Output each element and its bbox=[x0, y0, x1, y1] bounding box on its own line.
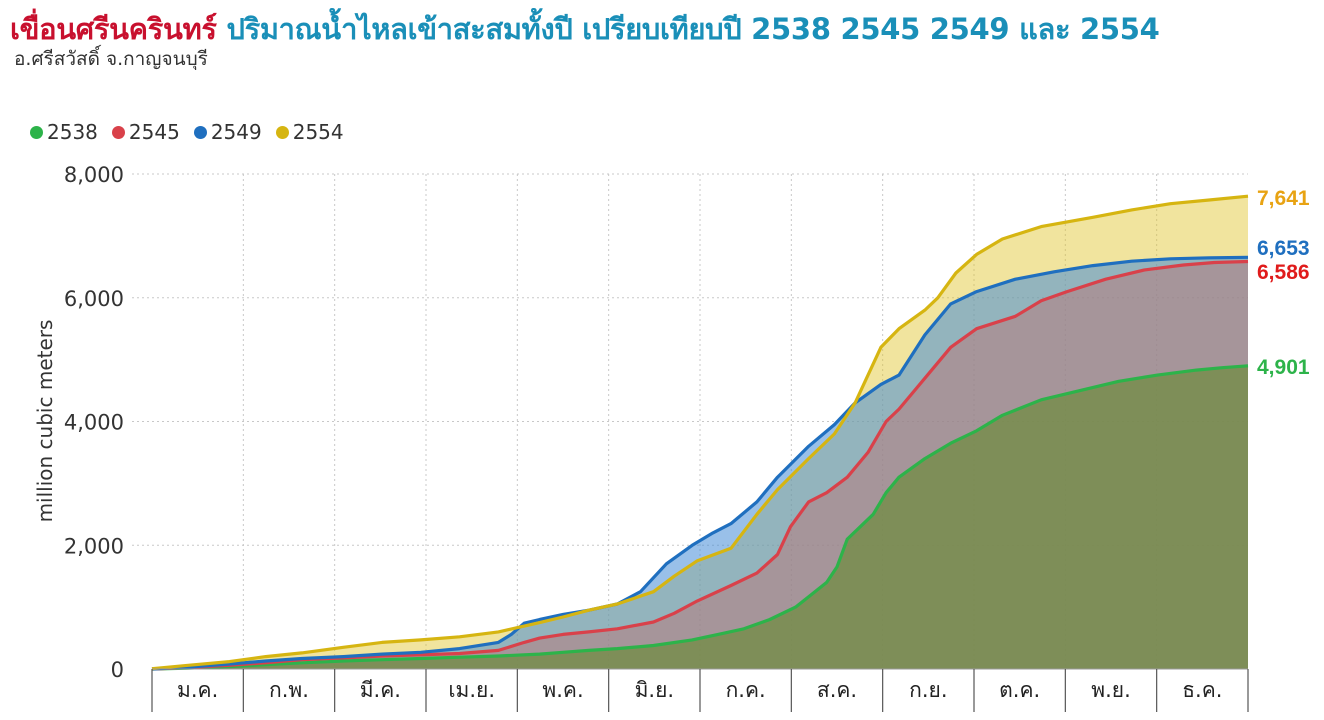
y-tick-label: 6,000 bbox=[64, 287, 124, 311]
month-label: ส.ค. bbox=[817, 678, 857, 702]
month-label: ม.ค. bbox=[177, 678, 218, 702]
title-description: ปริมาณน้ำไหลเข้าสะสมทั้งปี เปรียบเทียบปี… bbox=[226, 12, 1160, 46]
legend-item-2538[interactable]: 2538 bbox=[30, 120, 98, 144]
series-line-2538 bbox=[151, 364, 1249, 671]
chart-legend: 2538 2545 2549 2554 bbox=[30, 120, 344, 144]
legend-label-2549: 2549 bbox=[210, 120, 262, 144]
chart-title: เขื่อนศรีนครินทร์ ปริมาณน้ำไหลเข้าสะสมทั… bbox=[10, 10, 1160, 48]
end-label-2545: 6,586 bbox=[1257, 261, 1310, 284]
series-line-2549 bbox=[151, 255, 1249, 671]
legend-label-2545: 2545 bbox=[128, 120, 180, 144]
legend-dot-2554 bbox=[275, 125, 289, 139]
title-dam-name: เขื่อนศรีนครินทร์ bbox=[10, 12, 217, 46]
y-tick-label: 4,000 bbox=[64, 411, 124, 435]
month-label: เม.ย. bbox=[448, 678, 495, 702]
chart-header: เขื่อนศรีนครินทร์ ปริมาณน้ำไหลเข้าสะสมทั… bbox=[10, 10, 1160, 70]
series-line-2554 bbox=[151, 194, 1249, 671]
area-2538 bbox=[152, 365, 1248, 669]
month-label: ก.ค. bbox=[726, 678, 766, 702]
legend-item-2554[interactable]: 2554 bbox=[275, 120, 344, 144]
month-label: ก.ย. bbox=[909, 678, 947, 702]
legend-item-2545[interactable]: 2545 bbox=[111, 120, 180, 144]
legend-item-2549[interactable]: 2549 bbox=[193, 120, 262, 144]
month-label: พ.ค. bbox=[542, 678, 583, 702]
y-axis-title: million cubic meters bbox=[33, 320, 57, 523]
end-label-2554: 7,641 bbox=[1257, 187, 1310, 210]
end-label-2549: 6,653 bbox=[1257, 237, 1310, 260]
y-tick-label: 2,000 bbox=[64, 534, 124, 558]
legend-dot-2549 bbox=[193, 125, 207, 139]
month-label: มิ.ย. bbox=[635, 678, 675, 702]
month-label: ต.ค. bbox=[999, 678, 1040, 702]
end-label-2538: 4,901 bbox=[1257, 356, 1310, 379]
legend-dot-2538 bbox=[30, 125, 43, 139]
month-label: พ.ย. bbox=[1091, 678, 1131, 702]
chart-subtitle: อ.ศรีสวัสดิ์ จ.กาญจนบุรี bbox=[14, 48, 208, 70]
legend-label-2538: 2538 bbox=[47, 120, 98, 144]
legend-dot-2545 bbox=[111, 125, 125, 139]
y-tick-label: 0 bbox=[111, 658, 124, 682]
series-line-2545 bbox=[151, 259, 1249, 671]
month-label: ธ.ค. bbox=[1182, 678, 1222, 702]
month-label: มี.ค. bbox=[360, 678, 401, 702]
y-tick-label: 8,000 bbox=[64, 163, 124, 187]
month-label: ก.พ. bbox=[269, 678, 309, 702]
legend-label-2554: 2554 bbox=[292, 120, 344, 144]
